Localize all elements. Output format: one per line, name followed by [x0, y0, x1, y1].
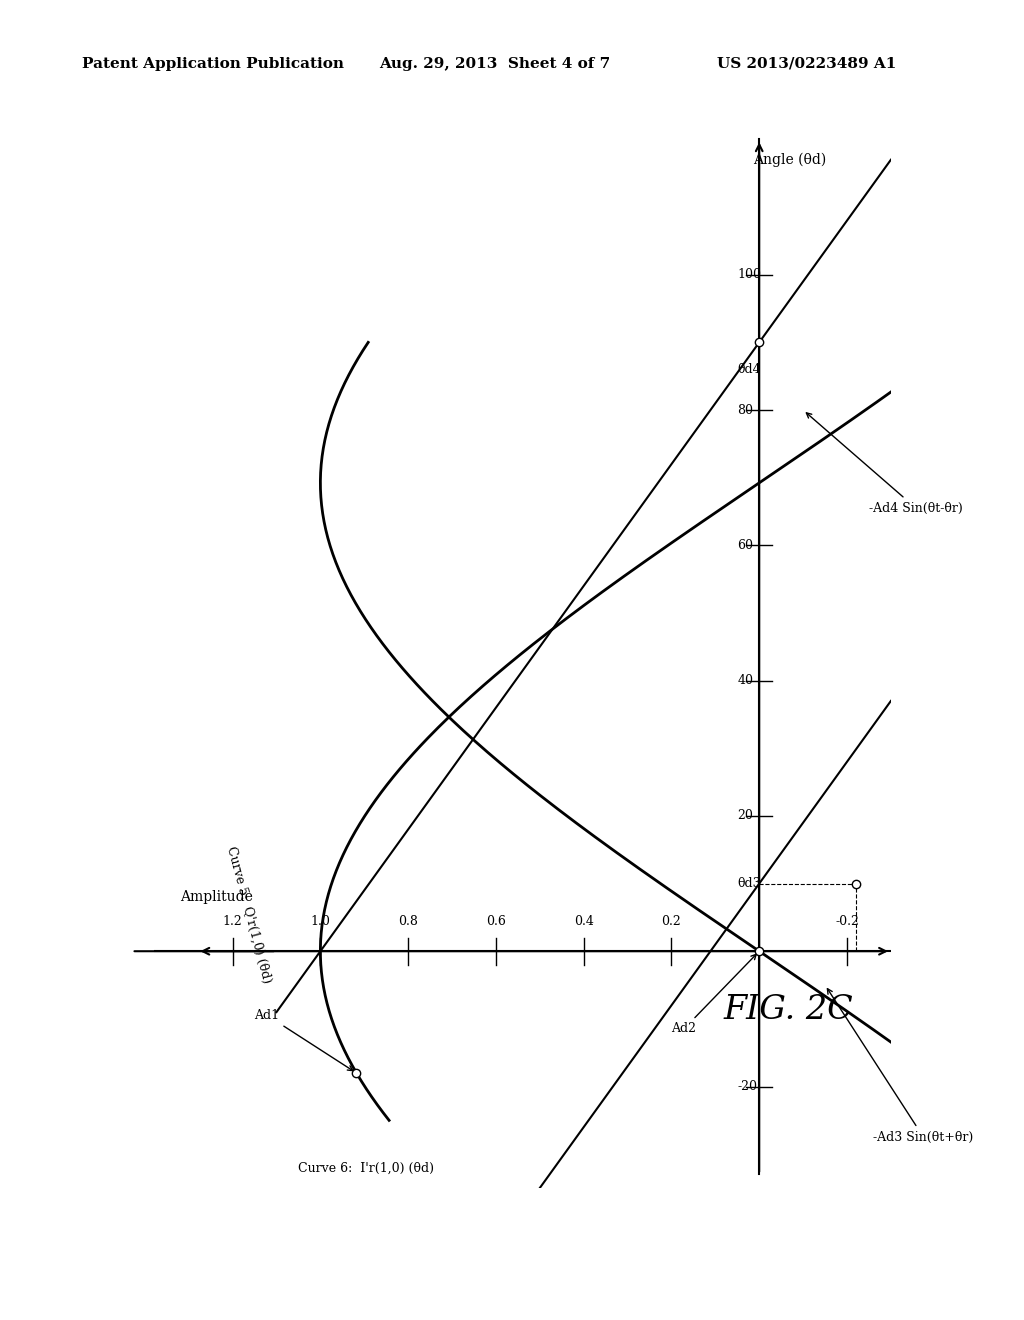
Text: Ad1: Ad1: [255, 1008, 353, 1071]
Text: 20: 20: [737, 809, 754, 822]
Text: FIG. 2C: FIG. 2C: [724, 994, 853, 1026]
Text: θd3: θd3: [737, 876, 761, 890]
Text: 0.8: 0.8: [398, 915, 418, 928]
Text: 1.0: 1.0: [310, 915, 331, 928]
Text: -20: -20: [737, 1080, 758, 1093]
Text: 0.4: 0.4: [573, 915, 594, 928]
Text: -Ad3 Sin(θt+θr): -Ad3 Sin(θt+θr): [827, 989, 974, 1143]
Text: 0.2: 0.2: [662, 915, 681, 928]
Text: 0.6: 0.6: [486, 915, 506, 928]
Text: 60: 60: [737, 539, 754, 552]
Text: 100: 100: [737, 268, 761, 281]
Text: Amplitude: Amplitude: [180, 890, 253, 904]
Text: 1.2: 1.2: [222, 915, 243, 928]
Text: 80: 80: [737, 404, 754, 417]
Text: Curve 6:  I'r(1,0) (θd): Curve 6: I'r(1,0) (θd): [298, 1162, 434, 1175]
Text: θd4: θd4: [737, 363, 761, 376]
Text: Patent Application Publication: Patent Application Publication: [82, 57, 344, 71]
Text: -Ad4 Sin(θt-θr): -Ad4 Sin(θt-θr): [806, 413, 963, 515]
Text: US 2013/0223489 A1: US 2013/0223489 A1: [717, 57, 896, 71]
Text: Curve 5:  Q'r(1,0) (θd): Curve 5: Q'r(1,0) (θd): [224, 845, 273, 985]
Text: Ad2: Ad2: [672, 954, 756, 1035]
Text: 40: 40: [737, 675, 754, 688]
Text: Aug. 29, 2013  Sheet 4 of 7: Aug. 29, 2013 Sheet 4 of 7: [379, 57, 610, 71]
Text: -0.2: -0.2: [835, 915, 859, 928]
Text: Angle (θd): Angle (θd): [754, 153, 826, 168]
